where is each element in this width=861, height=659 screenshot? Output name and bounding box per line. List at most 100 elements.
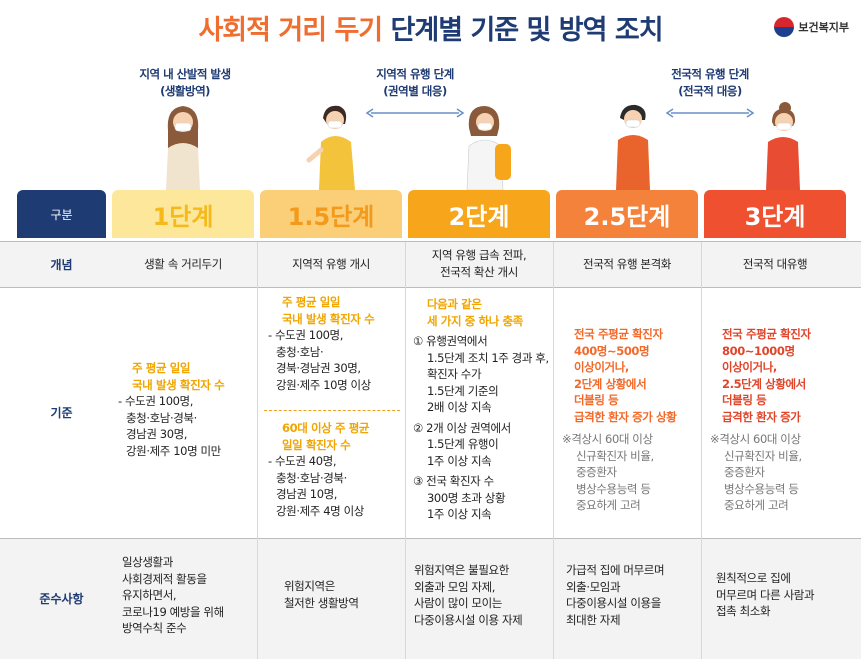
criteria-line: 강원·제주 10명 이상: [276, 377, 371, 392]
compliance-stage-2-5: 가급적 집에 머무르며 외출·모임과 다중이용시설 이용을 최대한 자제: [566, 562, 698, 628]
double-arrow-icon: [365, 108, 465, 118]
criteria-highlight: 2단계 상황에서: [574, 376, 647, 391]
criteria-highlight: 2.5단계 상황에서: [722, 376, 806, 391]
criteria-line: - 수도권 100명,: [118, 394, 193, 408]
concept-line: 지역 유행 급속 전파,: [431, 248, 527, 262]
note-line: 신규확진자 비율,: [576, 448, 654, 463]
criteria-line: - 수도권 100명,: [268, 328, 343, 342]
note-line: ※격상시 60대 이상: [710, 432, 801, 446]
criteria-line: 충청·호남·경북·: [276, 470, 347, 485]
note-line: 신규확진자 비율,: [724, 448, 802, 463]
note-line: ※격상시 60대 이상: [562, 432, 653, 446]
criteria-line: 충청·호남·: [276, 344, 324, 359]
criteria-line: 2배 이상 지속: [427, 400, 492, 414]
criteria-highlight: 60대 이상 주 평균: [282, 421, 370, 435]
compliance-line: 위험지역은: [284, 579, 335, 593]
criteria-highlight: 더블링 등: [574, 393, 619, 407]
criteria-line: 확진자 수가: [427, 367, 482, 381]
phase-label-line: (권역별 대응): [383, 84, 447, 98]
compliance-line: 사회경제적 활동을: [122, 571, 207, 586]
compliance-row: [0, 538, 861, 659]
concept-stage-2: 지역 유행 급속 전파, 전국적 확산 개시: [408, 247, 550, 280]
ministry-logo: 보건복지부: [774, 17, 849, 37]
criteria-highlight: 일일 확진자 수: [282, 437, 351, 452]
compliance-line: 가급적 집에 머무르며: [566, 563, 665, 577]
criteria-stage-2-5: 전국 주평균 확진자 400명~500명 이상이거나, 2단계 상황에서 더블링…: [562, 326, 698, 514]
criteria-line: ① 유행권역에서: [413, 334, 488, 348]
criteria-stage-1: 주 평균 일일 국내 발생 확진자 수 - 수도권 100명, 충청·호남·경북…: [118, 360, 254, 459]
criteria-line: 경남권 10명,: [276, 487, 338, 501]
note-line: 병상수용능력 등: [576, 481, 651, 496]
row-divider: [0, 287, 861, 288]
woman-mask-illustration: [766, 102, 800, 190]
phase-label-line: (생활방역): [160, 84, 210, 98]
compliance-line: 외출·모임과: [566, 579, 621, 594]
label-header: 구분: [17, 190, 106, 238]
criteria-highlight: 400명~500명: [574, 343, 650, 358]
stage-2-header: 2단계: [408, 190, 550, 238]
criteria-line: 경남권 30명,: [126, 427, 188, 441]
stage-2-5-header: 2.5단계: [556, 190, 698, 238]
criteria-line: ② 2개 이상 권역에서: [413, 420, 511, 435]
criteria-highlight: 다음과 같은: [427, 297, 482, 311]
phase-label-line: 지역 내 산발적 발생: [139, 67, 231, 81]
criteria-line: 충청·호남·경북·: [126, 410, 197, 425]
compliance-line: 유지하면서,: [122, 588, 177, 602]
compliance-stage-1-5: 위험지역은 철저한 생활방역: [284, 578, 402, 611]
compliance-stage-3: 원칙적으로 집에 머무르며 다른 사람과 접촉 최소화: [716, 570, 848, 620]
criteria-stage-2: 다음과 같은 세 가지 중 하나 충족 ① 유행권역에서 1.5단계 조치 1주…: [413, 296, 551, 523]
criteria-row: [0, 287, 861, 538]
compliance-line: 방역수칙 준수: [122, 621, 187, 635]
compliance-stage-2: 위험지역은 불필요한 외출과 모임 자제, 사람이 많이 모이는 다중이용시설 …: [414, 562, 552, 628]
criteria-line: - 수도권 40명,: [268, 454, 337, 468]
woman-backpack-illustration: [466, 106, 511, 190]
criteria-line: 경북·경남권 30명,: [276, 361, 361, 375]
criteria-line: 1.5단계 조치 1주 경과 후,: [427, 350, 549, 365]
criteria-stage-1-5: 주 평균 일일 국내 발생 확진자 수 - 수도권 100명, 충청·호남· 경…: [268, 294, 402, 393]
phase-label-line: 지역적 유행 단계: [376, 67, 454, 81]
criteria-highlight: 이상이거나,: [574, 360, 629, 374]
phase-label-line: 전국적 유행 단계: [671, 67, 749, 81]
column-divider: [701, 242, 702, 659]
label-compliance: 준수사항: [39, 592, 84, 606]
compliance-line: 최대한 자제: [566, 612, 621, 627]
ministry-name: 보건복지부: [798, 21, 849, 34]
phase-label-local: 지역 내 산발적 발생 (생활방역): [120, 66, 250, 100]
compliance-line: 위험지역은 불필요한: [414, 563, 509, 577]
note-line: 중요하게 고려: [576, 498, 641, 512]
row-divider: [0, 538, 861, 539]
compliance-line: 일상생활과: [122, 555, 173, 569]
criteria-line: 강원·제주 10명 미만: [126, 443, 221, 458]
concept-stage-2-5: 전국적 유행 본격화: [583, 257, 671, 271]
man-walking-illustration: [306, 105, 355, 190]
note-line: 중증환자: [724, 465, 765, 479]
stage-1-header: 1단계: [112, 190, 254, 238]
compliance-line: 외출과 모임 자제,: [414, 579, 496, 594]
compliance-line: 다중이용시설 이용을: [566, 596, 661, 610]
criteria-highlight: 주 평균 일일: [282, 295, 341, 309]
criteria-line: 1.5단계 기준의: [427, 383, 499, 398]
criteria-highlight: 국내 발생 확진자 수: [282, 311, 375, 326]
compliance-line: 원칙적으로 집에: [716, 571, 791, 585]
compliance-line: 접촉 최소화: [716, 604, 771, 618]
stage-1-5-header: 1.5단계: [260, 190, 402, 238]
label-concept: 개념: [50, 258, 73, 272]
taegeuk-icon: [774, 17, 795, 37]
criteria-line: 1주 이상 지속: [427, 453, 492, 468]
column-divider: [405, 242, 406, 659]
criteria-line: ③ 전국 확진자 수: [413, 474, 494, 488]
criteria-stage-3: 전국 주평균 확진자 800~1000명 이상이거나, 2.5단계 상황에서 더…: [710, 326, 846, 514]
compliance-line: 사람이 많이 모이는: [414, 596, 502, 610]
criteria-highlight: 급격한 환자 증가 상황: [574, 409, 677, 424]
concept-stage-1-5: 지역적 유행 개시: [292, 257, 370, 271]
criteria-note: ※격상시 60대 이상 신규확진자 비율, 중증환자 병상수용능력 등 중요하게…: [710, 431, 846, 514]
note-line: 중요하게 고려: [724, 498, 789, 512]
criteria-highlight: 국내 발생 확진자 수: [132, 377, 225, 392]
phase-label-line: (전국적 대응): [678, 84, 742, 98]
concept-line: 전국적 확산 개시: [440, 264, 518, 279]
criteria-dashed-divider: [264, 410, 400, 411]
compliance-line: 철저한 생활방역: [284, 595, 359, 610]
compliance-line: 코로나19 예방을 위해: [122, 604, 224, 619]
criteria-highlight: 800~1000명: [722, 343, 795, 358]
criteria-line: 300명 초과 상황: [427, 490, 506, 505]
